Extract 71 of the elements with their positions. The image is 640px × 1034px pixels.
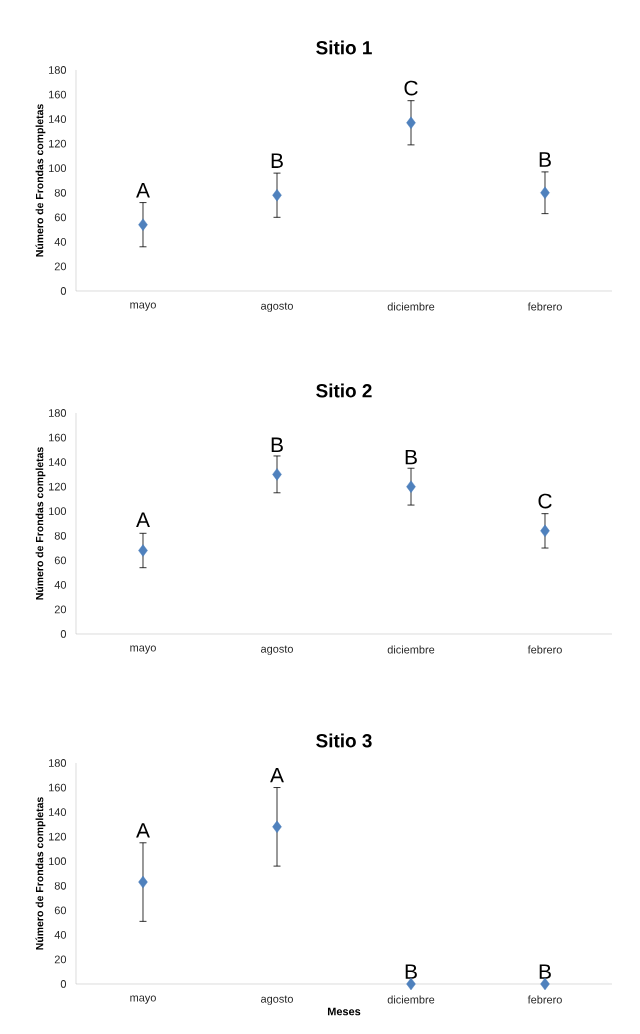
point bbox=[138, 218, 148, 231]
x-tick-label: diciembre bbox=[387, 302, 435, 311]
x-tick-label: diciembre bbox=[387, 645, 435, 654]
point bbox=[406, 480, 416, 493]
x-tick-label: febrero bbox=[527, 302, 562, 311]
annotation: A bbox=[136, 823, 150, 838]
annotation: B bbox=[271, 437, 283, 452]
annotation: C bbox=[538, 493, 552, 509]
annotation: B bbox=[539, 964, 551, 979]
y-tick-label: 0 bbox=[60, 980, 67, 988]
y-tick-label: 120 bbox=[49, 832, 67, 841]
y-tick-label: 180 bbox=[49, 409, 67, 417]
x-tick-label: mayo bbox=[130, 995, 156, 1004]
y-tick-label: 60 bbox=[54, 556, 67, 565]
y-tick-label: 60 bbox=[54, 213, 67, 222]
y-tick-label: 180 bbox=[49, 66, 67, 74]
y-tick-label: 140 bbox=[49, 115, 67, 123]
y-tick-label: 120 bbox=[49, 482, 67, 491]
y-tick-label: 80 bbox=[54, 881, 67, 890]
y-tick-label: 40 bbox=[54, 238, 67, 246]
x-tick-label: agosto bbox=[261, 995, 293, 1005]
x-tick-label: mayo bbox=[130, 645, 156, 654]
point bbox=[272, 189, 282, 202]
y-tick-label: 40 bbox=[54, 931, 67, 939]
point bbox=[138, 875, 148, 889]
point bbox=[406, 116, 416, 129]
x-tick-label: mayo bbox=[130, 302, 156, 311]
annotation: A bbox=[136, 183, 150, 198]
y-axis-title: Número de Frondas completas bbox=[35, 104, 46, 257]
y-tick-label: 180 bbox=[49, 759, 67, 767]
y-tick-label: 60 bbox=[54, 906, 67, 915]
y-tick-label: 120 bbox=[49, 139, 67, 148]
annotation: B bbox=[405, 964, 417, 979]
x-tick-label: agosto bbox=[261, 302, 293, 312]
y-tick-label: 140 bbox=[49, 458, 67, 466]
y-tick-label: 80 bbox=[54, 188, 67, 197]
y-tick-label: 0 bbox=[60, 630, 67, 638]
y-tick-label: 140 bbox=[49, 808, 67, 816]
y-tick-label: 80 bbox=[54, 531, 67, 540]
x-tick-label: febrero bbox=[527, 995, 562, 1004]
y-tick-label: 160 bbox=[49, 90, 67, 99]
y-tick-label: 0 bbox=[60, 287, 67, 295]
y-tick-label: 100 bbox=[49, 507, 67, 516]
annotation: C bbox=[404, 80, 418, 96]
y-tick-label: 160 bbox=[49, 433, 67, 442]
annotation: A bbox=[136, 512, 150, 527]
point bbox=[138, 544, 148, 557]
x-tick-label: agosto bbox=[261, 645, 293, 655]
y-axis-title: Número de Frondas completas bbox=[35, 797, 46, 950]
y-tick-label: 40 bbox=[54, 581, 67, 589]
point bbox=[540, 524, 550, 538]
x-tick-label: diciembre bbox=[387, 995, 435, 1004]
y-tick-label: 100 bbox=[49, 857, 67, 866]
chart-title: Sitio 2 bbox=[316, 383, 372, 398]
y-tick-label: 20 bbox=[54, 605, 67, 614]
annotation: B bbox=[271, 153, 283, 168]
x-axis-title: Meses bbox=[327, 1007, 361, 1016]
y-tick-label: 20 bbox=[54, 955, 67, 964]
point bbox=[540, 186, 550, 199]
y-tick-label: 100 bbox=[49, 164, 67, 173]
annotation: B bbox=[405, 449, 417, 465]
annotation: A bbox=[270, 767, 284, 783]
point bbox=[272, 468, 282, 481]
annotation: B bbox=[539, 152, 551, 167]
point bbox=[272, 820, 282, 834]
x-tick-label: febrero bbox=[527, 645, 562, 654]
y-tick-label: 160 bbox=[49, 783, 67, 792]
chart-title: Sitio 3 bbox=[316, 733, 372, 748]
chart-title: Sitio 1 bbox=[316, 40, 372, 55]
y-axis-title: Número de Frondas completas bbox=[35, 447, 46, 600]
y-tick-label: 20 bbox=[54, 262, 67, 271]
